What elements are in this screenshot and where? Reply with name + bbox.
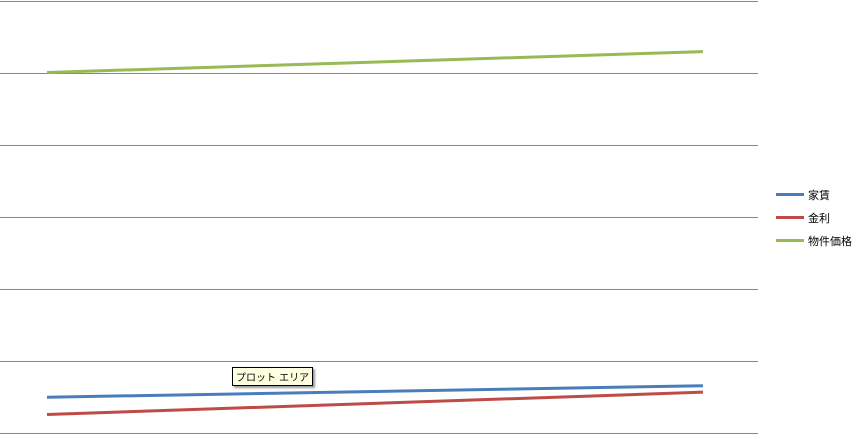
- legend-label: 家賃: [808, 188, 830, 202]
- tooltip: プロット エリア: [232, 367, 314, 386]
- legend-item: 金利: [776, 206, 852, 229]
- legend-item: 家賃: [776, 183, 852, 206]
- legend-swatch: [776, 216, 804, 219]
- legend-label: 金利: [808, 211, 830, 225]
- series-line[interactable]: [46, 50, 704, 74]
- legend-swatch: [776, 239, 804, 242]
- series-line[interactable]: [46, 390, 704, 416]
- legend: 家賃 金利 物件価格: [776, 183, 852, 252]
- series-line[interactable]: [46, 384, 704, 399]
- plot-area[interactable]: [0, 0, 760, 439]
- legend-swatch: [776, 193, 804, 196]
- legend-item: 物件価格: [776, 229, 852, 252]
- legend-label: 物件価格: [808, 234, 852, 248]
